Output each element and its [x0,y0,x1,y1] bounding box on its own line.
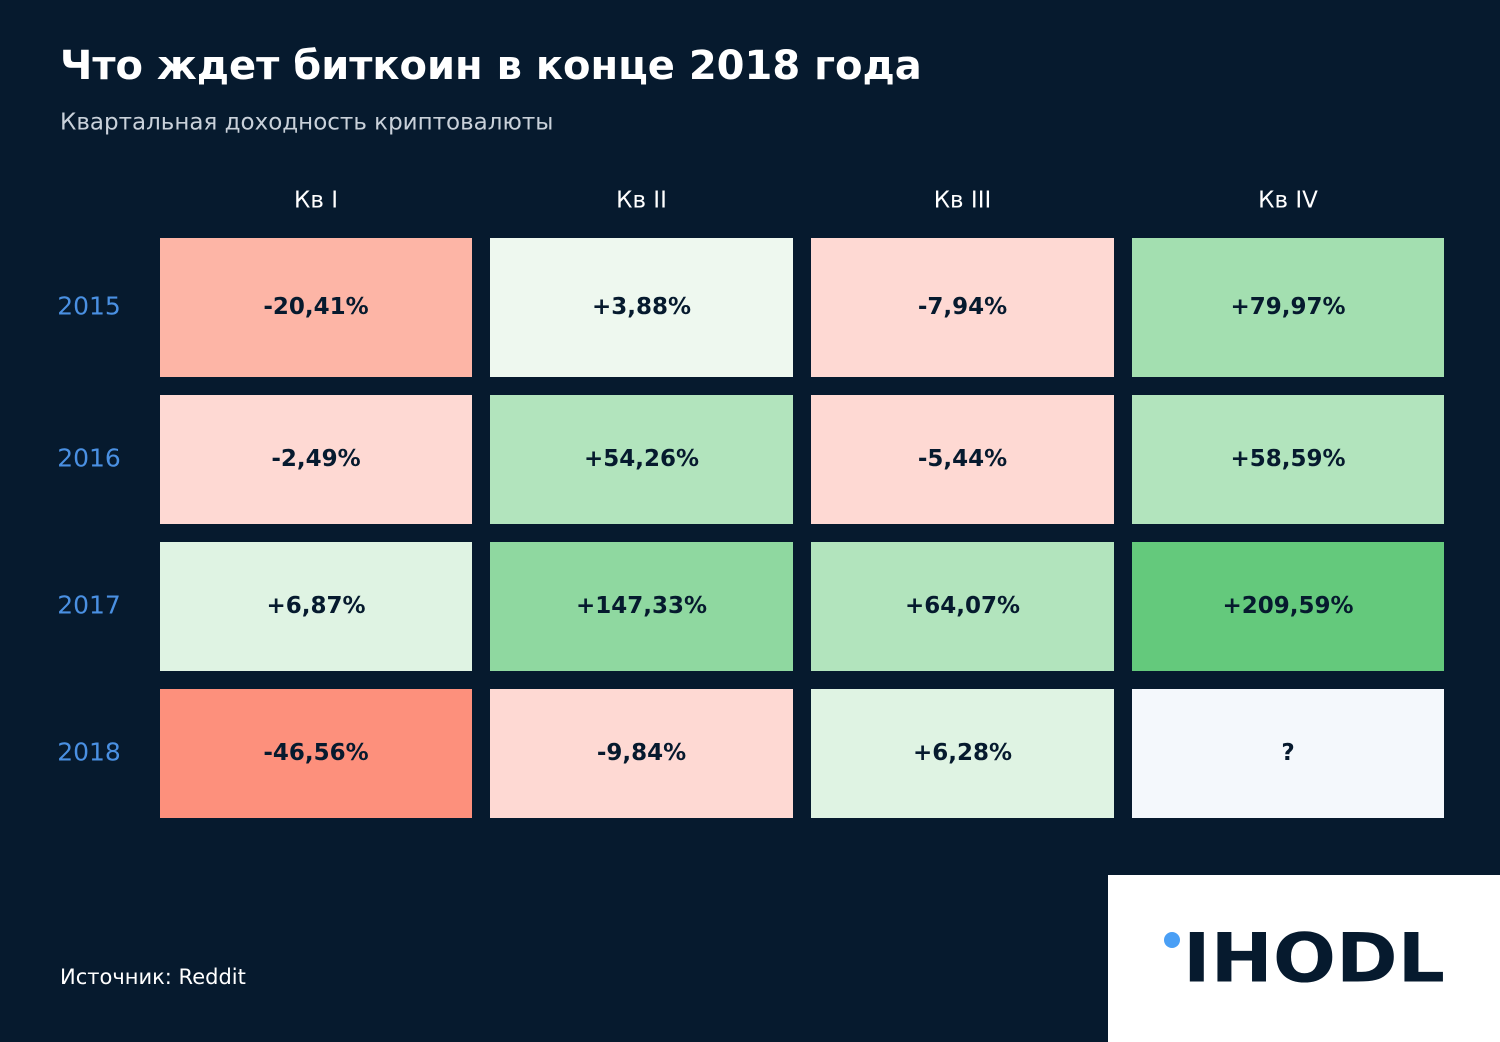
logo: IHODL [1183,920,1445,999]
row-header: 2018 [57,738,121,767]
cell-label: ? [1281,740,1294,766]
cell-label: +54,26% [584,446,699,472]
cell-label: +79,97% [1230,294,1345,320]
heatmap-cell [490,238,793,377]
logo-dot [1164,932,1180,948]
heatmap-cell [490,689,793,818]
cell-label: -2,49% [271,446,360,472]
cell-label: +147,33% [576,593,707,619]
column-header: Кв IV [1258,188,1318,214]
heatmap-cell [160,542,472,671]
heatmap-cell [1132,395,1444,524]
cell-label: -7,94% [918,294,1007,320]
cell-label: +3,88% [592,294,691,320]
heatmap-cell [1132,689,1444,818]
source: Источник: Reddit [60,965,246,989]
heatmap-cell [811,689,1114,818]
heatmap-cell [1132,238,1444,377]
heatmap-cell [811,395,1114,524]
cell-label: +58,59% [1230,446,1345,472]
cell-label: -5,44% [918,446,1007,472]
column-header: Кв I [294,188,338,214]
heatmap-cell [490,395,793,524]
heatmap-cell [160,238,472,377]
cell-label: +209,59% [1222,593,1353,619]
heatmap-cell [1132,542,1444,671]
heatmap-cell [811,542,1114,671]
row-header: 2016 [57,444,121,473]
column-header: Кв III [934,188,992,214]
cell-label: +6,87% [266,593,365,619]
cell-label: -46,56% [263,740,368,766]
heatmap-cell [160,689,472,818]
cell-label: -20,41% [263,294,368,320]
cell-label: +64,07% [905,593,1020,619]
row-header: 2015 [57,292,121,321]
heatmap-cell [490,542,793,671]
heatmap-cell [160,395,472,524]
heatmap-cell [811,238,1114,377]
cell-label: -9,84% [597,740,686,766]
column-header: Кв II [616,188,667,214]
chart-subtitle: Квартальная доходность криптовалюты [60,110,553,136]
chart-title: Что ждет биткоин в конце 2018 года [60,43,922,89]
row-header: 2017 [57,591,121,620]
logo-box [1108,875,1500,1042]
cell-label: +6,28% [913,740,1012,766]
